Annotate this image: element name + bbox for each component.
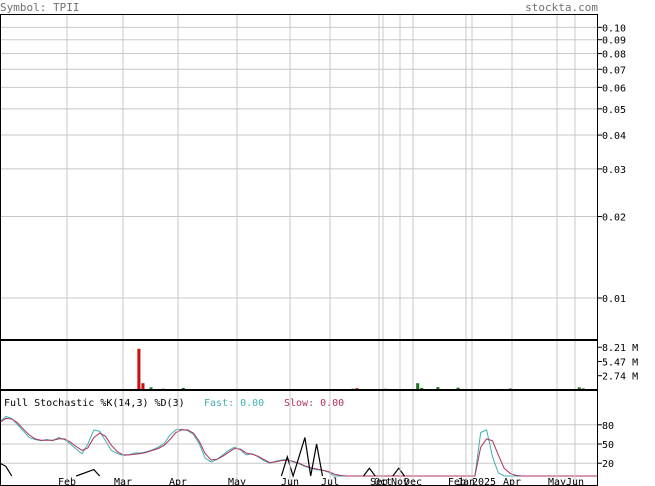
price-tick-label: 0.01 bbox=[602, 294, 626, 305]
x-tick-label: May bbox=[228, 477, 246, 486]
price-tick-label: 0.05 bbox=[602, 105, 626, 116]
volume-bar bbox=[137, 348, 141, 390]
volume-bar bbox=[420, 387, 424, 390]
x-tick-label: Feb 2025 bbox=[448, 477, 496, 486]
volume-bar bbox=[577, 387, 581, 390]
volume-bar bbox=[141, 383, 145, 390]
symbol-label: Symbol: TPII bbox=[0, 1, 79, 14]
x-tick-label: Nov bbox=[391, 477, 409, 486]
k-line bbox=[75, 468, 101, 477]
slow-line bbox=[0, 417, 598, 477]
x-tick-label: Feb bbox=[58, 477, 76, 486]
k-line bbox=[363, 467, 376, 477]
x-tick-label: Apr bbox=[169, 477, 187, 486]
stochastic-fast-label: Fast: 0.00 bbox=[204, 398, 264, 409]
volume-panel: 8.21 M 5.47 M 2.74 M bbox=[36, 343, 638, 390]
volume-frame bbox=[0, 340, 598, 390]
site-label[interactable]: stockta.com bbox=[525, 1, 598, 14]
k-line bbox=[392, 467, 405, 477]
volume-tick-label: 8.21 M bbox=[602, 343, 638, 354]
price-tick-label: 0.09 bbox=[602, 36, 626, 47]
volume-bar bbox=[416, 383, 420, 390]
x-tick-label: Apr bbox=[503, 477, 521, 486]
x-tick-label: Dec bbox=[404, 477, 422, 486]
x-tick-label: Jul bbox=[321, 477, 339, 486]
price-tick-label: 0.04 bbox=[602, 131, 626, 142]
stochastic-tick-label: 20 bbox=[602, 459, 614, 470]
price-tick-label: 0.06 bbox=[602, 83, 626, 94]
x-tick-label: Jun bbox=[281, 477, 299, 486]
stochastic-tick-label: 50 bbox=[602, 440, 614, 451]
price-tick-label: 0.03 bbox=[602, 165, 626, 176]
stochastic-title: Full Stochastic %K(14,3) %D(3) bbox=[4, 398, 185, 409]
volume-tick-label: 2.74 M bbox=[602, 372, 638, 383]
x-tick-label: Mar bbox=[114, 477, 132, 486]
x-tick-label: May bbox=[548, 477, 566, 486]
k-line bbox=[280, 437, 324, 479]
x-tick-label: Jan bbox=[457, 477, 475, 486]
price-tick-label: 0.02 bbox=[602, 213, 626, 224]
volume-tick-label: 5.47 M bbox=[602, 358, 638, 369]
volume-bar bbox=[149, 387, 153, 390]
stochastic-tick-label: 80 bbox=[602, 421, 614, 432]
x-tick-label: Oct bbox=[374, 477, 392, 486]
stochastic-slow-label: Slow: 0.00 bbox=[284, 398, 344, 409]
k-line bbox=[0, 462, 13, 477]
price-frame bbox=[0, 14, 598, 340]
volume-bar bbox=[456, 387, 460, 390]
volume-bar bbox=[436, 387, 440, 390]
x-tick-label: Sep bbox=[370, 477, 388, 486]
price-tick-label: 0.10 bbox=[602, 23, 626, 34]
price-tick-label: 0.07 bbox=[602, 65, 626, 76]
stochastic-panel: Full Stochastic %K(14,3) %D(3) Fast: 0.0… bbox=[0, 398, 614, 479]
fast-line bbox=[0, 415, 598, 477]
price-tick-label: 0.08 bbox=[602, 50, 626, 61]
x-tick-label: Jun bbox=[566, 477, 584, 486]
volume-bar bbox=[181, 387, 185, 390]
price-panel: 0.10 0.09 0.08 0.07 0.06 0.05 0.04 0.03 0.02 0.01 bbox=[0, 23, 626, 305]
